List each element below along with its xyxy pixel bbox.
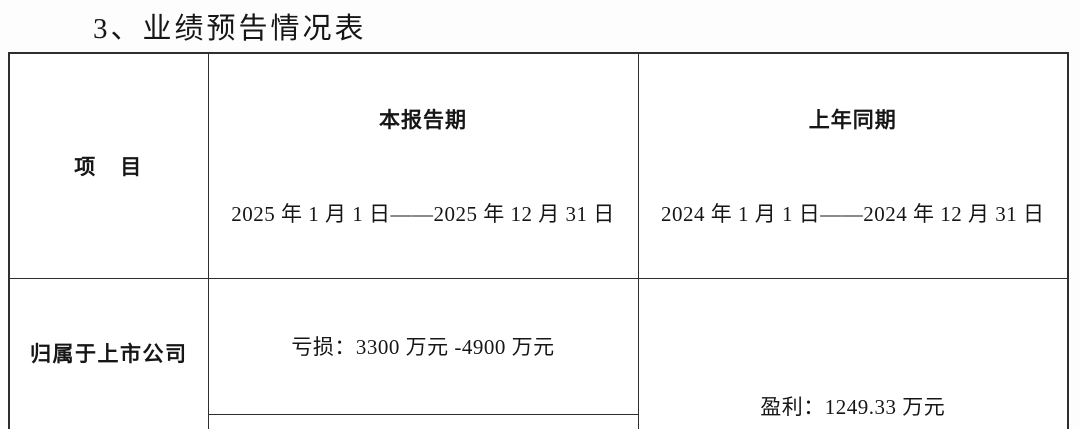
table-row-net-profit-a: 归属于上市公司 股东的净利润 亏损：3300 万元 -4900 万元 盈利：12…: [8, 278, 1069, 429]
header-current-period-range: 2025 年 1 月 1 日——2025 年 12 月 31 日: [231, 202, 615, 226]
header-prior-period-range: 2024 年 1 月 1 日——2024 年 12 月 31 日: [661, 202, 1045, 226]
table-row-net-profit-b: 比上年同期下降：364.1% -492.2%: [9, 413, 1068, 429]
table-header-row: 项 目 本报告期 2025 年 1 月 1 日——2025 年 12 月 31 …: [8, 52, 1069, 279]
item-line-1: 归属于上市公司: [30, 343, 188, 366]
header-item-column: 项 目: [8, 52, 209, 279]
performance-forecast-table: 项 目 本报告期 2025 年 1 月 1 日——2025 年 12 月 31 …: [8, 52, 1069, 429]
cell-item-net-profit: 归属于上市公司 股东的净利润: [8, 278, 209, 429]
cell-prior-net-profit-amount: 盈利：1249.33 万元: [637, 278, 1069, 429]
header-prior-period: 上年同期 2024 年 1 月 1 日——2024 年 12 月 31 日: [637, 52, 1069, 279]
header-prior-period-label: 上年同期: [808, 109, 897, 132]
cell-current-net-profit-amount: 亏损：3300 万元 -4900 万元: [207, 278, 639, 415]
header-current-period-label: 本报告期: [379, 109, 467, 132]
header-current-period: 本报告期 2025 年 1 月 1 日——2025 年 12 月 31 日: [207, 52, 639, 279]
cell-current-net-profit-change: 比上年同期下降：364.1% -492.2%: [207, 413, 639, 429]
section-title: 3、业绩预告情况表: [93, 13, 367, 45]
